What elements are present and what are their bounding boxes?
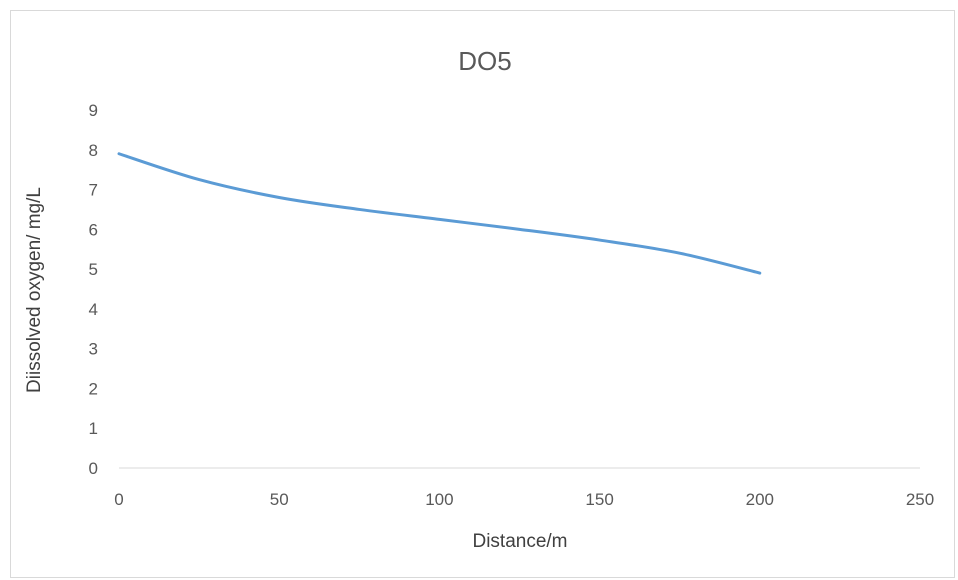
y-tick-label: 0: [89, 459, 98, 478]
y-tick-label: 1: [89, 419, 98, 438]
series-layer: [117, 152, 762, 275]
y-tick-label: 9: [89, 101, 98, 120]
y-tick-label: 7: [89, 181, 98, 200]
x-tick-labels: 0 50 100 150 200 250: [114, 490, 934, 509]
y-axis-label: Diissolved oxygen/ mg/L: [24, 187, 45, 393]
y-tick-label: 3: [89, 340, 98, 359]
x-tick-label: 100: [425, 490, 453, 509]
chart-frame: [10, 10, 955, 578]
x-tick-label: 250: [906, 490, 934, 509]
x-axis-label: Distance/m: [472, 531, 567, 552]
series-line: [117, 152, 762, 275]
y-tick-label: 8: [89, 141, 98, 160]
x-tick-label: 200: [746, 490, 774, 509]
y-tick-label: 2: [89, 379, 98, 398]
x-tick-label: 0: [114, 490, 123, 509]
y-tick-label: 4: [89, 300, 98, 319]
y-tick-label: 6: [89, 220, 98, 239]
y-tick-labels: 0 1 2 3 4 5 6 7 8 9: [89, 101, 98, 478]
x-tick-label: 50: [270, 490, 289, 509]
chart-title: DO5: [458, 46, 511, 76]
x-tick-label: 150: [585, 490, 613, 509]
y-tick-label: 5: [89, 260, 98, 279]
